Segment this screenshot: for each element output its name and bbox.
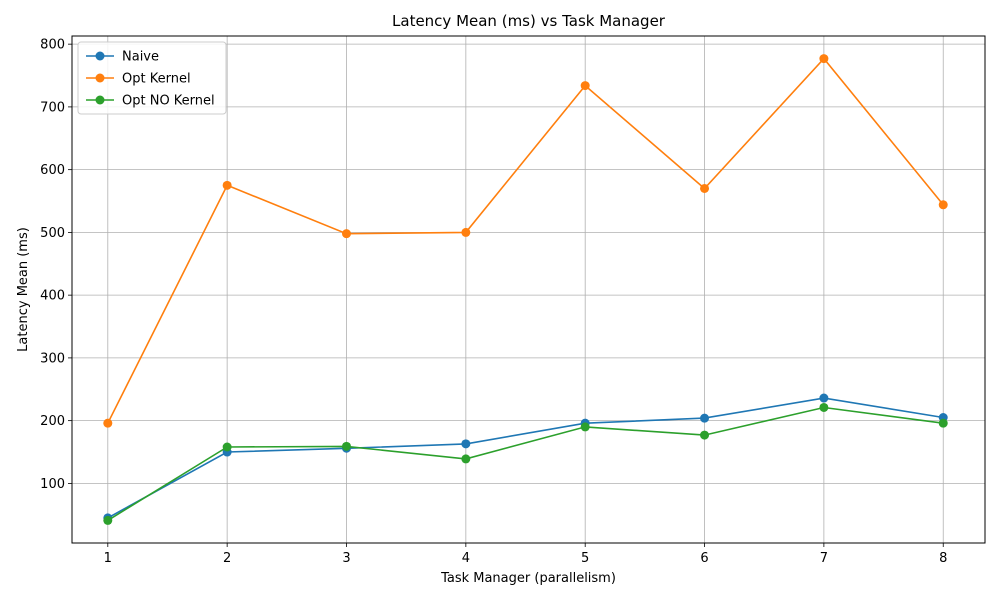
legend: Naive Opt Kernel Opt NO Kernel <box>77 41 227 115</box>
data-point <box>461 454 471 464</box>
data-point <box>222 180 232 190</box>
legend-marker <box>95 73 105 83</box>
data-point <box>222 442 232 452</box>
x-tick-label: 6 <box>700 551 708 566</box>
legend-entry: Opt NO Kernel <box>86 94 215 109</box>
y-axis-label: Latency Mean (ms) <box>16 227 31 352</box>
y-tick-label: 100 <box>40 477 65 492</box>
data-point <box>938 200 948 210</box>
y-tick-label: 800 <box>40 38 65 53</box>
x-tick-label: 4 <box>462 551 470 566</box>
legend-label: Opt Kernel <box>122 72 191 87</box>
legend-label: Opt NO Kernel <box>122 94 215 109</box>
data-point <box>819 54 829 64</box>
x-tick-label: 5 <box>581 551 589 566</box>
data-point <box>700 430 710 440</box>
legend-marker <box>95 51 105 61</box>
y-tick-label: 200 <box>40 414 65 429</box>
plot-frame <box>71 35 986 544</box>
data-point <box>103 515 113 525</box>
x-tick-label: 7 <box>820 551 828 566</box>
data-point <box>461 227 471 237</box>
x-axis-label: Task Manager (parallelism) <box>440 571 616 586</box>
x-tick-label: 8 <box>939 551 947 566</box>
series-opt-no-kernel <box>103 402 948 525</box>
y-tick-label: 600 <box>40 163 65 178</box>
data-point <box>341 441 351 451</box>
series-naive <box>103 393 948 523</box>
data-point <box>461 439 471 449</box>
x-tick-label: 1 <box>104 551 112 566</box>
legend-entry: Naive <box>86 50 159 65</box>
data-point <box>580 422 590 432</box>
data-point <box>700 413 710 423</box>
data-point <box>700 183 710 193</box>
data-point <box>819 393 829 403</box>
x-tick-label: 3 <box>342 551 350 566</box>
y-tick-label: 700 <box>40 100 65 115</box>
y-tick-label: 400 <box>40 289 65 304</box>
data-point <box>103 418 113 428</box>
legend-label: Naive <box>122 50 159 65</box>
series-group <box>103 54 948 525</box>
series-line <box>107 57 944 424</box>
grid <box>72 36 985 543</box>
data-point <box>819 402 829 412</box>
y-tick-label: 500 <box>40 226 65 241</box>
y-tick-label: 300 <box>40 351 65 366</box>
series-line <box>107 397 944 519</box>
x-tick-label: 2 <box>223 551 231 566</box>
series-line <box>107 406 944 522</box>
series-opt-kernel <box>103 54 948 428</box>
data-point <box>938 418 948 428</box>
data-point <box>580 81 590 91</box>
legend-box <box>77 41 227 115</box>
data-point <box>341 229 351 239</box>
axis-ticks: 1 2 3 4 5 6 7 8 100 200 300 400 500 600 700 800 <box>40 38 947 566</box>
legend-marker <box>95 95 105 105</box>
chart-title: Latency Mean (ms) vs Task Manager <box>392 12 666 30</box>
legend-entry: Opt Kernel <box>86 72 191 87</box>
